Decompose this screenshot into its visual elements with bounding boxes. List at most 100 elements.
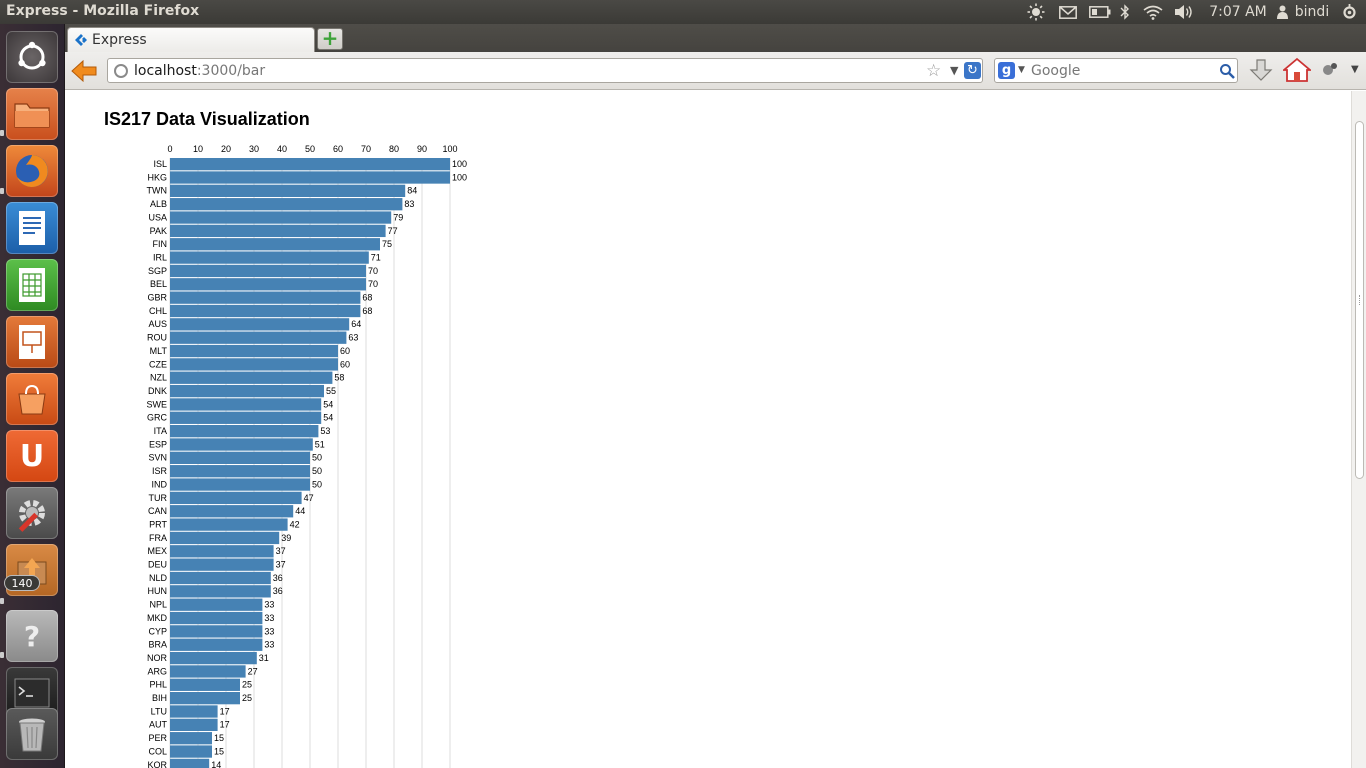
clock[interactable]: 7:07 AM	[1209, 4, 1267, 20]
files-icon[interactable]	[6, 88, 58, 140]
mail-icon[interactable]	[1057, 2, 1079, 22]
google-engine-icon[interactable]: g	[998, 62, 1015, 79]
category-label: GRC	[147, 413, 168, 423]
value-label: 58	[334, 373, 344, 383]
bar	[170, 491, 302, 505]
category-label: KOR	[147, 760, 167, 768]
category-label: ISL	[153, 159, 167, 169]
battery-icon[interactable]	[1088, 2, 1112, 22]
new-tab-button[interactable]: +	[317, 28, 343, 50]
value-label: 68	[362, 306, 372, 316]
value-label: 70	[368, 266, 378, 276]
session-gear-icon[interactable]	[1338, 2, 1360, 22]
bar	[170, 505, 294, 518]
vertical-scrollbar[interactable]	[1351, 91, 1366, 768]
bar	[170, 558, 274, 571]
x-tick-label: 90	[417, 144, 427, 154]
launcher: U 140 ?	[0, 24, 65, 768]
category-label: CAN	[148, 506, 167, 516]
calc-icon[interactable]	[6, 259, 58, 311]
value-label: 100	[452, 172, 467, 182]
category-label: PAK	[150, 226, 167, 236]
bar	[170, 344, 338, 358]
addon-icon[interactable]	[1321, 60, 1339, 78]
engine-dropdown-icon[interactable]: ▼	[1018, 65, 1025, 75]
tab-express[interactable]: Express	[67, 27, 315, 53]
value-label: 33	[264, 600, 274, 610]
category-label: HUN	[148, 586, 168, 596]
value-label: 47	[304, 493, 314, 503]
user-name[interactable]: bindi	[1294, 4, 1330, 20]
url-text[interactable]: localhost:3000/bar	[134, 63, 266, 79]
bluetooth-icon[interactable]	[1118, 2, 1132, 22]
bar	[170, 745, 212, 758]
category-label: GBR	[147, 293, 167, 303]
category-label: AUT	[149, 720, 168, 730]
bar	[170, 198, 403, 211]
value-label: 33	[264, 613, 274, 623]
terminal-icon[interactable]	[6, 667, 58, 719]
trash-icon[interactable]	[6, 708, 58, 760]
category-label: COL	[148, 746, 167, 756]
category-label: LTU	[151, 706, 167, 716]
category-label: ROU	[147, 333, 167, 343]
category-label: SGP	[148, 266, 167, 276]
bar	[170, 465, 310, 478]
value-label: 31	[259, 653, 269, 663]
category-label: ITA	[154, 426, 167, 436]
bar	[170, 304, 361, 318]
x-tick-label: 40	[277, 144, 287, 154]
back-button[interactable]	[71, 60, 97, 82]
category-label: BEL	[150, 279, 167, 289]
impress-icon[interactable]	[6, 316, 58, 368]
category-label: TWN	[147, 186, 168, 196]
value-label: 70	[368, 279, 378, 289]
url-bar[interactable]: localhost:3000/bar ☆ ▼ ↻	[107, 58, 983, 83]
category-label: NPL	[149, 600, 167, 610]
value-label: 100	[452, 159, 467, 169]
wifi-icon[interactable]	[1141, 2, 1165, 22]
site-identity-icon[interactable]	[114, 64, 128, 78]
search-icon[interactable]	[1219, 63, 1235, 79]
volume-icon[interactable]	[1172, 2, 1196, 22]
search-bar[interactable]: g ▼ Google	[994, 58, 1238, 83]
value-label: 68	[362, 293, 372, 303]
help-icon[interactable]: ?	[6, 610, 58, 662]
category-label: IRL	[153, 252, 167, 262]
writer-icon[interactable]	[6, 202, 58, 254]
category-label: MLT	[150, 346, 168, 356]
x-tick-label: 20	[221, 144, 231, 154]
history-dropdown-icon[interactable]: ▼	[950, 64, 959, 77]
toolbar-menu-icon[interactable]: ▼	[1351, 64, 1359, 75]
category-label: NLD	[149, 573, 168, 583]
value-label: 50	[312, 479, 322, 489]
bar	[170, 224, 386, 238]
search-input[interactable]: Google	[1031, 63, 1081, 79]
scrollbar-thumb[interactable]	[1355, 121, 1364, 479]
bar	[170, 358, 338, 371]
reload-icon[interactable]: ↻	[964, 62, 981, 79]
update-badge: 140	[4, 575, 40, 591]
bar	[170, 318, 350, 331]
bookmark-star-icon[interactable]: ☆	[926, 61, 942, 81]
bar	[170, 638, 263, 651]
home-icon[interactable]	[1283, 57, 1311, 83]
ubuntu-one-icon[interactable]: U	[6, 430, 58, 482]
bar	[170, 625, 263, 638]
value-label: 64	[351, 319, 361, 329]
category-label: CHL	[149, 306, 167, 316]
value-label: 33	[264, 640, 274, 650]
system-settings-icon[interactable]	[6, 487, 58, 539]
dash-home-icon[interactable]	[6, 31, 58, 83]
bar	[170, 651, 257, 665]
nav-toolbar: localhost:3000/bar ☆ ▼ ↻ g ▼ Google ▼	[65, 52, 1366, 90]
downloads-icon[interactable]	[1249, 58, 1273, 84]
running-indicator	[0, 652, 4, 658]
user-icon	[1276, 2, 1288, 22]
brightness-icon[interactable]	[1025, 2, 1047, 22]
firefox-icon[interactable]	[6, 145, 58, 197]
software-center-icon[interactable]	[6, 373, 58, 425]
value-label: 60	[340, 346, 350, 356]
category-label: TUR	[149, 493, 168, 503]
category-label: DEU	[148, 560, 167, 570]
